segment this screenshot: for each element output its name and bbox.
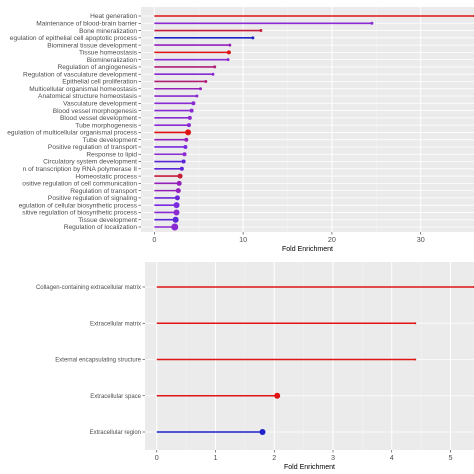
y-tick-label: Tissue homeostasis bbox=[79, 50, 138, 57]
lollipop-point bbox=[184, 137, 189, 142]
y-tick-label: Circulatory system development bbox=[43, 159, 137, 166]
chart-panel-cellular-component: 0 1 2 3 4 5 Collagen-containing extracellular … bbox=[36, 262, 474, 471]
y-tick-label: Blood vessel development bbox=[60, 115, 137, 122]
x-tick-label: 5 bbox=[449, 453, 453, 462]
lollipop-point bbox=[179, 166, 184, 171]
lollipop-point bbox=[183, 144, 188, 149]
lollipop-point bbox=[191, 101, 196, 106]
y-tick-label: Extracellular space bbox=[90, 394, 141, 400]
lollipop-point bbox=[228, 43, 232, 47]
lollipop-point bbox=[177, 173, 183, 179]
x-tick-label: 3 bbox=[331, 453, 335, 462]
y-tick-label: Positive regulation of signaling bbox=[48, 195, 137, 202]
lollipop-point bbox=[211, 72, 215, 76]
x-tick-label: 30 bbox=[417, 235, 425, 244]
x-axis-title: Fold Enrichment bbox=[282, 246, 333, 253]
lollipop-point bbox=[414, 358, 417, 361]
x-tick-label: 4 bbox=[390, 453, 394, 462]
y-tick-label: Regulation of angiogenesis bbox=[57, 64, 137, 71]
lollipop-point bbox=[187, 115, 192, 120]
y-tick-label: Collagen-containing extracellular matrix bbox=[36, 285, 141, 291]
lollipop-point bbox=[176, 180, 182, 186]
y-tick-label: Anatomical structure homeostasis bbox=[38, 93, 138, 100]
y-tick-label: Positive regulation of transport bbox=[48, 144, 137, 151]
x-tick-label: 0 bbox=[152, 235, 156, 244]
x-tick-label: 1 bbox=[214, 453, 218, 462]
y-tick-label: Bone mineralization bbox=[79, 28, 137, 35]
lollipop-point bbox=[173, 202, 180, 209]
lollipop-point bbox=[185, 129, 192, 136]
lollipop-point bbox=[259, 29, 263, 33]
x-tick-label: 10 bbox=[239, 235, 247, 244]
y-tick-label: Blood vessel morphogenesis bbox=[53, 108, 138, 115]
lollipop-point bbox=[173, 209, 180, 216]
y-tick-label: Heat generation bbox=[90, 13, 137, 20]
lollipop-point bbox=[171, 223, 179, 231]
y-tick-label: Epithelial cell proliferation bbox=[62, 79, 137, 86]
lollipop-point bbox=[274, 392, 281, 399]
plot-background bbox=[145, 262, 474, 450]
y-tick-label: Biomineralization bbox=[87, 57, 138, 64]
lollipop-point bbox=[414, 322, 417, 325]
lollipop-point bbox=[226, 58, 230, 62]
lollipop-point bbox=[195, 94, 199, 98]
lollipop-point bbox=[174, 195, 180, 201]
y-tick-label: Extracellular region bbox=[90, 430, 141, 436]
y-tick-label: egulation of cellular biosynthetic proce… bbox=[19, 202, 138, 209]
lollipop-point bbox=[370, 21, 374, 25]
y-tick-label: Tube morphogenesis bbox=[75, 122, 137, 129]
y-tick-label: Homeostatic process bbox=[75, 173, 137, 180]
y-tick-label: Maintenance of blood-brain barrier bbox=[36, 20, 138, 27]
lollipop-point bbox=[204, 79, 208, 83]
y-tick-label: ositive regulation of cell communication bbox=[22, 181, 137, 188]
y-tick-label: Regulation of vasculature development bbox=[23, 71, 137, 78]
y-tick-label: egulation of epithelial cell apoptotic p… bbox=[10, 35, 138, 42]
lollipop-point bbox=[186, 123, 191, 128]
x-tick-label: 0 bbox=[155, 453, 159, 462]
y-tick-label: Regulation of localization bbox=[64, 224, 138, 231]
lollipop-point bbox=[172, 216, 179, 223]
lollipop-point bbox=[189, 108, 194, 113]
x-axis-title: Fold Enrichment bbox=[284, 464, 335, 471]
y-tick-label: Regulation of transport bbox=[70, 188, 137, 195]
y-tick-label: sitive regulation of biosynthetic proces… bbox=[22, 210, 137, 217]
lollipop-point bbox=[259, 429, 266, 435]
y-tick-label: External encapsulating structure bbox=[55, 358, 141, 364]
lollipop-point bbox=[251, 36, 255, 40]
y-tick-label: Tissue development bbox=[78, 217, 137, 224]
y-tick-label: Tube development bbox=[83, 137, 138, 144]
lollipop-point bbox=[213, 65, 217, 69]
y-tick-label: n of transcription by RNA polymerase II bbox=[23, 166, 138, 173]
y-tick-label: Vasculature development bbox=[63, 101, 137, 108]
x-tick-label: 2 bbox=[272, 453, 276, 462]
y-tick-label: Extracellular matrix bbox=[90, 321, 141, 327]
y-tick-label: Multicellular organismal homeostasis bbox=[29, 86, 137, 93]
lollipop-point bbox=[175, 188, 181, 194]
y-tick-label: Response to lipid bbox=[86, 151, 137, 158]
lollipop-point bbox=[198, 87, 202, 91]
lollipop-point bbox=[182, 152, 187, 157]
y-tick-label: Biomineral tissue development bbox=[47, 42, 137, 49]
y-tick-label: egulation of multicellular organismal pr… bbox=[7, 130, 137, 137]
x-tick-label: 20 bbox=[328, 235, 336, 244]
lollipop-point bbox=[226, 50, 231, 55]
lollipop-point bbox=[181, 159, 186, 164]
